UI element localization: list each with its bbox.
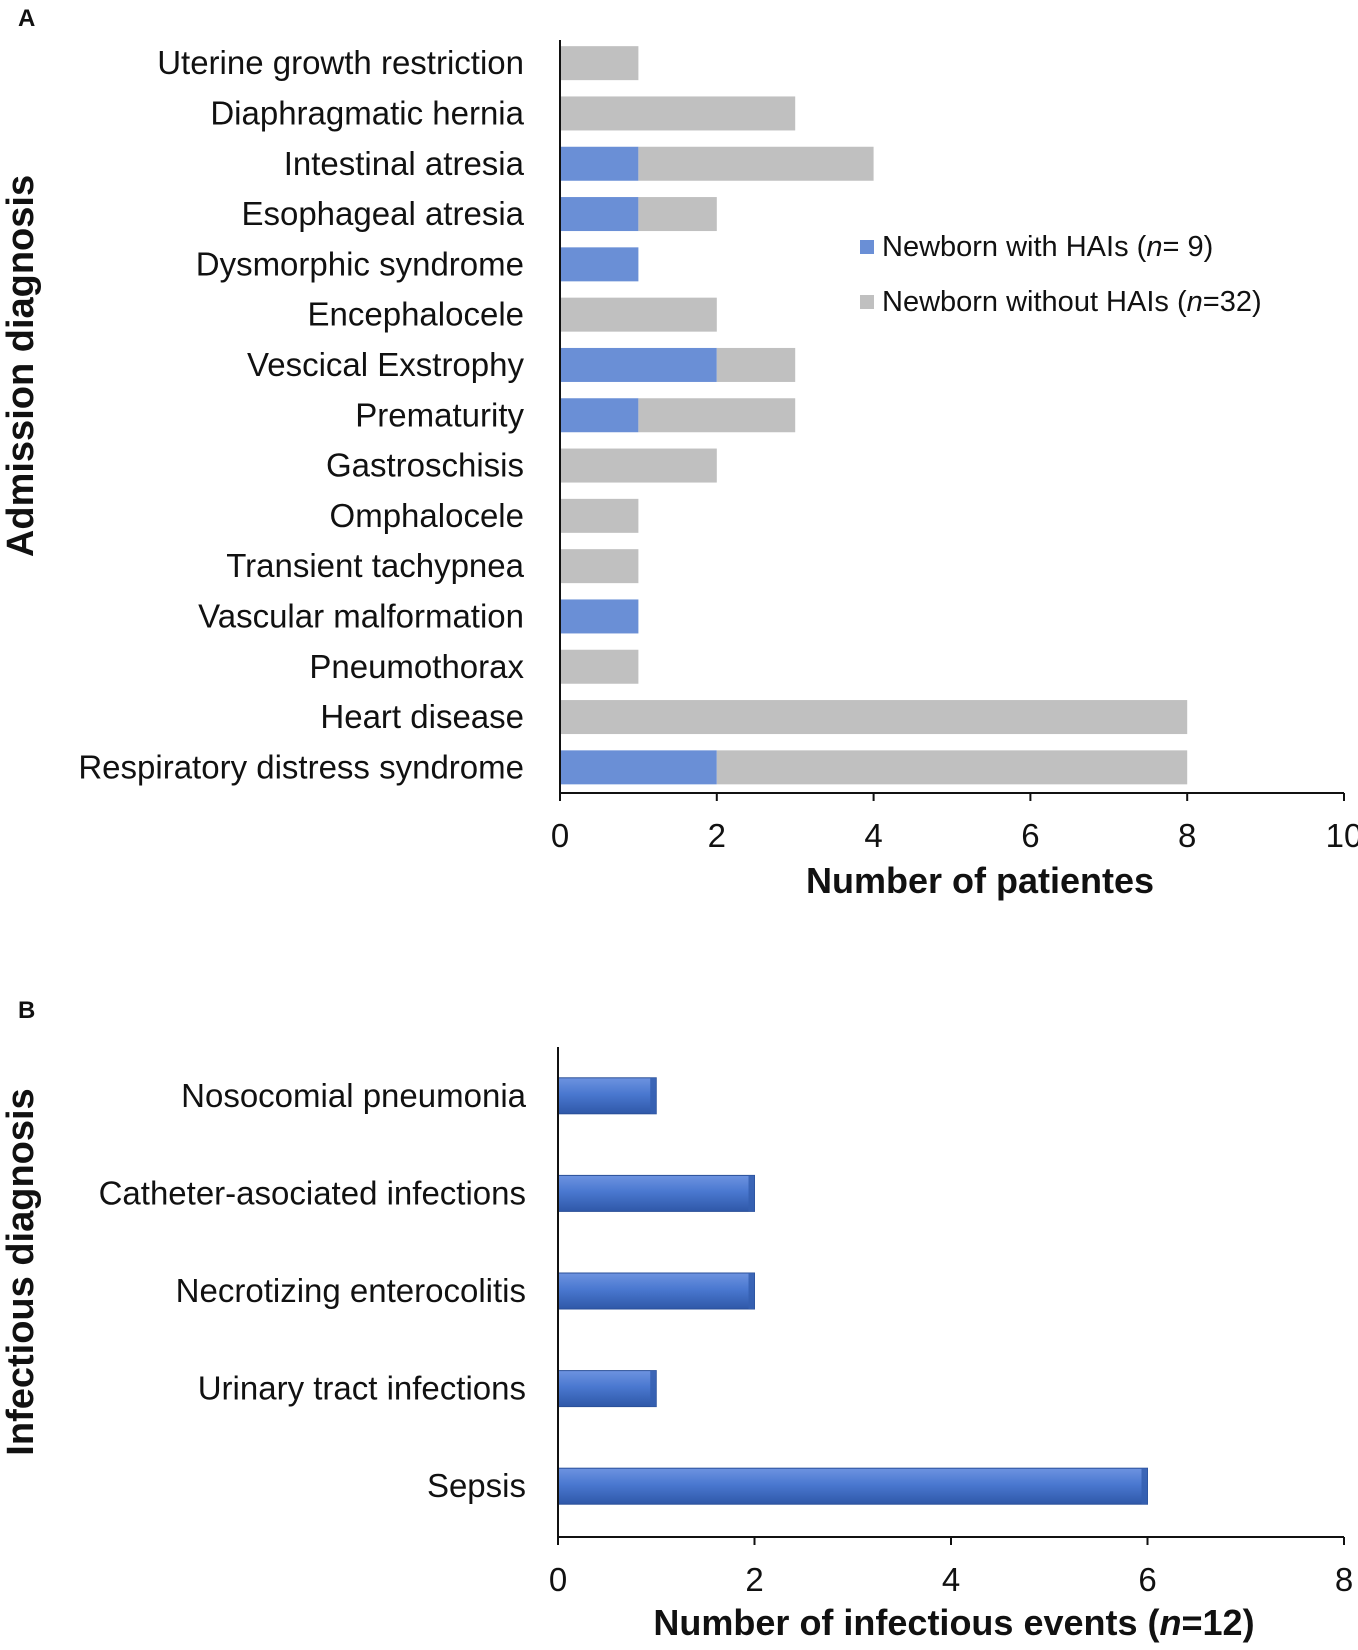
- chart-a-x-ticks: 0 2 4 6 8 10: [551, 793, 1358, 854]
- bar-necrotizing-enterocolitis: [557, 1272, 755, 1310]
- category-label-dysmorphic-syndrome: Dysmorphic syndrome: [196, 245, 524, 282]
- category-label-vescical-exstrophy: Vescical Exstrophy: [247, 346, 524, 383]
- legend-n-without-hais: n: [1187, 286, 1203, 318]
- bar-with-hais-intestinal-atresia: [560, 146, 639, 181]
- chart-b-x-ticks: 0 2 4 6 8: [549, 1537, 1353, 1598]
- category-label-prematurity: Prematurity: [355, 396, 524, 433]
- bar-cap-catheter-asociated-infections: [748, 1175, 755, 1212]
- category-label-nosocomial-pneumonia: Nosocomial pneumonia: [181, 1077, 527, 1114]
- category-label-uterine-growth-restriction: Uterine growth restriction: [157, 44, 524, 81]
- x-tick-label-a-8: 8: [1178, 817, 1196, 854]
- category-label-urinary-tract-infections: Urinary tract infections: [198, 1370, 526, 1407]
- chart-a: Uterine growth restriction Diaphragmatic …: [0, 40, 1358, 901]
- legend-count-with-hais: = 9): [1162, 231, 1213, 263]
- bar-with-hais-esophageal-atresia: [560, 197, 639, 232]
- bar-without-hais-omphalocele: [560, 498, 639, 533]
- x-tick-label-a-4: 4: [864, 817, 882, 854]
- chart-b-y-axis-title: Infectious diagnosis: [0, 1088, 42, 1455]
- bar-without-hais-pneumothorax: [560, 649, 639, 684]
- x-tick-label-b-0: 0: [549, 1561, 567, 1598]
- bar-without-hais-respiratory-distress-syndrome: [716, 750, 1188, 785]
- bar-cap-nosocomial-pneumonia: [650, 1077, 657, 1114]
- x-tick-label-a-0: 0: [551, 817, 569, 854]
- bar-cap-necrotizing-enterocolitis: [748, 1273, 755, 1309]
- bar-without-hais-gastroschisis: [560, 448, 717, 483]
- category-label-necrotizing-enterocolitis: Necrotizing enterocolitis: [176, 1272, 526, 1309]
- legend-paren-without-hais: (: [1169, 286, 1187, 318]
- bar-without-hais-diaphragmatic-hernia: [560, 96, 796, 131]
- bar-without-hais-esophageal-atresia: [638, 197, 717, 232]
- panel-label-a: A: [18, 5, 35, 32]
- chart-b-bars: [557, 1077, 1148, 1505]
- x-tick-label-a-10: 10: [1326, 817, 1358, 854]
- bar-with-hais-vascular-malformation: [560, 599, 639, 634]
- category-label-esophageal-atresia: Esophageal atresia: [241, 195, 524, 232]
- x-tick-label-b-4: 4: [942, 1561, 960, 1598]
- chart-b: Nosocomial pneumonia Catheter-asociated i…: [0, 1047, 1353, 1643]
- category-label-respiratory-distress-syndrome: Respiratory distress syndrome: [78, 748, 524, 785]
- category-label-catheter-asociated-infections: Catheter-asociated infections: [99, 1174, 526, 1211]
- legend-paren-with-hais: (: [1129, 231, 1147, 263]
- panel-label-b: B: [18, 997, 35, 1024]
- bar-sepsis: [557, 1467, 1148, 1505]
- legend-swatch-without-hais: [860, 295, 874, 309]
- bar-without-hais-encephalocele: [560, 297, 717, 332]
- bar-with-hais-prematurity: [560, 398, 639, 433]
- chart-a-legend: Newborn with HAIs (n= 9) Newborn without…: [860, 231, 1262, 318]
- bar-without-hais-uterine-growth-restriction: [560, 46, 639, 81]
- bar-with-hais-dysmorphic-syndrome: [560, 247, 639, 282]
- category-label-sepsis: Sepsis: [427, 1467, 526, 1504]
- legend-swatch-with-hais: [860, 240, 874, 254]
- chart-b-x-title-suffix: =12): [1182, 1602, 1255, 1643]
- bar-without-hais-vescical-exstrophy: [716, 347, 796, 382]
- chart-b-x-title-prefix: Number of infectious events (: [653, 1602, 1159, 1643]
- legend-name-with-hais: Newborn with HAIs: [882, 231, 1129, 263]
- x-tick-label-b-2: 2: [745, 1561, 763, 1598]
- legend-n-with-hais: n: [1146, 231, 1162, 263]
- x-tick-label-a-2: 2: [708, 817, 726, 854]
- category-label-encephalocele: Encephalocele: [308, 296, 525, 333]
- category-label-gastroschisis: Gastroschisis: [326, 447, 524, 484]
- category-label-pneumothorax: Pneumothorax: [309, 648, 524, 685]
- x-tick-label-b-6: 6: [1138, 1561, 1156, 1598]
- legend-label-without-hais: Newborn without HAIs (n=32): [882, 286, 1262, 318]
- category-label-omphalocele: Omphalocele: [330, 497, 524, 534]
- chart-a-y-axis-title: Admission diagnosis: [0, 175, 42, 557]
- x-tick-label-a-6: 6: [1021, 817, 1039, 854]
- legend-name-without-hais: Newborn without HAIs: [882, 286, 1169, 318]
- category-label-transient-tachypnea: Transient tachypnea: [226, 547, 524, 584]
- chart-b-category-labels: Nosocomial pneumonia Catheter-asociated i…: [99, 1077, 527, 1504]
- legend-label-with-hais: Newborn with HAIs (n= 9): [882, 231, 1213, 263]
- bar-without-hais-prematurity: [638, 398, 796, 433]
- category-label-heart-disease: Heart disease: [320, 698, 524, 735]
- category-label-vascular-malformation: Vascular malformation: [198, 597, 524, 634]
- chart-a-category-labels: Uterine growth restriction Diaphragmatic …: [78, 44, 524, 785]
- category-label-intestinal-atresia: Intestinal atresia: [284, 145, 525, 182]
- bar-with-hais-respiratory-distress-syndrome: [560, 750, 717, 785]
- bar-cap-urinary-tract-infections: [650, 1370, 657, 1407]
- bar-catheter-asociated-infections: [557, 1174, 755, 1212]
- legend-count-without-hais: =32): [1203, 286, 1262, 318]
- bar-nosocomial-pneumonia: [557, 1077, 657, 1115]
- bar-without-hais-transient-tachypnea: [560, 549, 639, 584]
- bar-cap-sepsis: [1141, 1468, 1148, 1505]
- bar-urinary-tract-infections: [557, 1370, 657, 1408]
- chart-a-bars: [560, 46, 1188, 785]
- chart-b-x-title-n: n: [1160, 1602, 1182, 1643]
- category-label-diaphragmatic-hernia: Diaphragmatic hernia: [210, 94, 524, 131]
- chart-b-x-axis-title: Number of infectious events (n=12): [653, 1602, 1254, 1643]
- bar-without-hais-heart-disease: [560, 700, 1188, 735]
- x-tick-label-b-8: 8: [1335, 1561, 1353, 1598]
- chart-a-x-axis-title: Number of patientes: [806, 860, 1154, 901]
- bar-with-hais-vescical-exstrophy: [560, 347, 717, 382]
- bar-without-hais-intestinal-atresia: [638, 146, 874, 181]
